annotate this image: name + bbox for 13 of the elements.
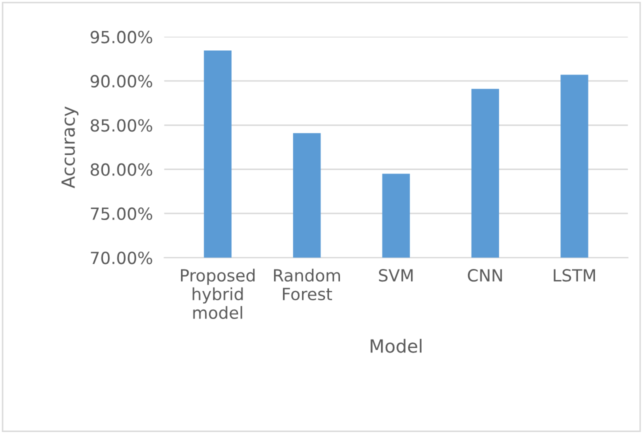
y-tick-label: 95.00% xyxy=(90,30,152,44)
x-tick-label: Random Forest xyxy=(274,268,340,300)
y-axis-title: Accuracy xyxy=(62,106,78,188)
y-tick-label: 75.00% xyxy=(90,207,152,220)
y-tick-label: 90.00% xyxy=(90,74,152,88)
y-tick-label: 70.00% xyxy=(90,252,152,264)
y-tick-label: 80.00% xyxy=(90,163,152,176)
x-tick-label: CNN xyxy=(468,269,502,282)
x-axis-title: Model xyxy=(370,338,422,353)
x-tick-label: Proposed hybrid model xyxy=(180,268,255,319)
y-tick-label: 85.00% xyxy=(90,119,152,132)
x-tick-label: LSTM xyxy=(554,269,595,282)
x-tick-label: SVM xyxy=(378,269,413,282)
